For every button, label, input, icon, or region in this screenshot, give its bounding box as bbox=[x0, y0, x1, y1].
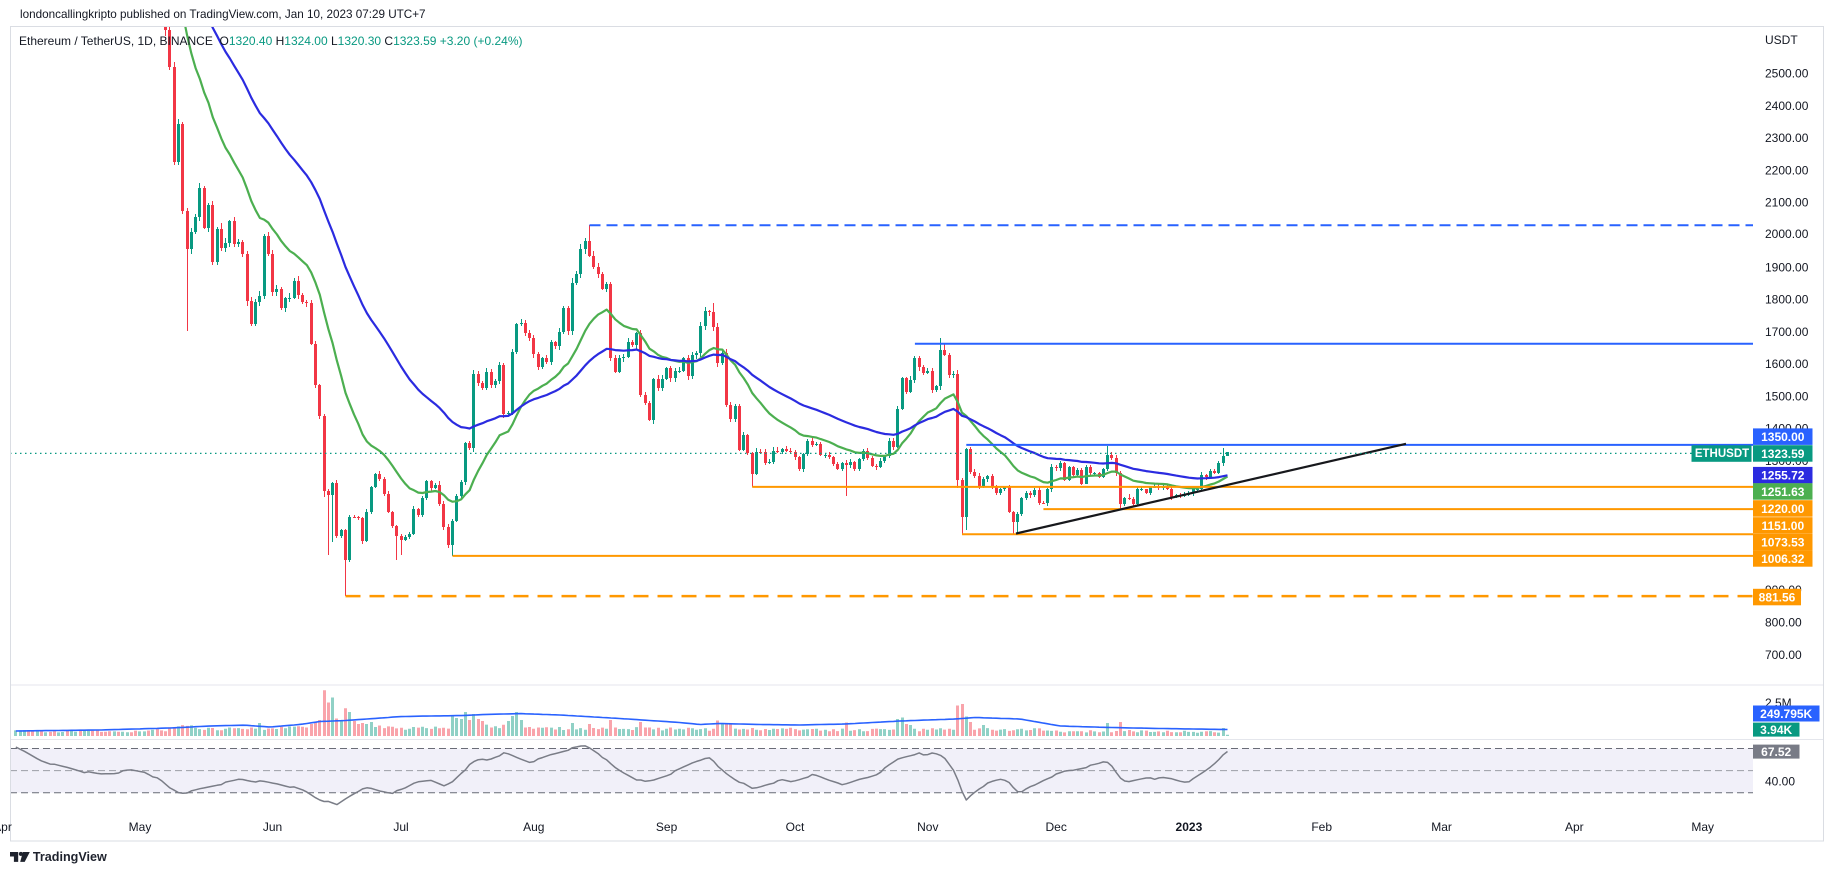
svg-text:1600.00: 1600.00 bbox=[1765, 357, 1809, 371]
svg-text:May: May bbox=[1691, 820, 1714, 834]
svg-text:1151.00: 1151.00 bbox=[1761, 519, 1804, 533]
svg-text:1700.00: 1700.00 bbox=[1765, 325, 1809, 339]
svg-text:Sep: Sep bbox=[656, 820, 678, 834]
svg-text:May: May bbox=[129, 820, 152, 834]
svg-text:700.00: 700.00 bbox=[1765, 648, 1802, 662]
svg-text:2000.00: 2000.00 bbox=[1765, 227, 1809, 241]
svg-text:Aug: Aug bbox=[523, 820, 544, 834]
svg-text:2300.00: 2300.00 bbox=[1765, 131, 1809, 145]
svg-text:2100.00: 2100.00 bbox=[1765, 196, 1809, 210]
svg-text:Feb: Feb bbox=[1311, 820, 1332, 834]
svg-text:USDT: USDT bbox=[1765, 33, 1798, 47]
svg-text:40.00: 40.00 bbox=[1765, 775, 1795, 789]
svg-text:67.52: 67.52 bbox=[1761, 745, 1791, 759]
svg-text:2200.00: 2200.00 bbox=[1765, 163, 1809, 177]
svg-text:1350.00: 1350.00 bbox=[1761, 430, 1805, 444]
svg-text:Oct: Oct bbox=[786, 820, 805, 834]
svg-text:1220.00: 1220.00 bbox=[1761, 502, 1805, 516]
svg-text:1255.72: 1255.72 bbox=[1761, 469, 1805, 483]
svg-text:2400.00: 2400.00 bbox=[1765, 99, 1809, 113]
svg-text:2023: 2023 bbox=[1176, 820, 1203, 834]
svg-text:Jul: Jul bbox=[393, 820, 408, 834]
svg-text:1500.00: 1500.00 bbox=[1765, 389, 1809, 403]
svg-text:249.795K: 249.795K bbox=[1760, 707, 1812, 721]
svg-text:Apr: Apr bbox=[0, 820, 12, 834]
svg-text:Jun: Jun bbox=[263, 820, 282, 834]
svg-text:Ethereum / TetherUS, 1D, BINAN: Ethereum / TetherUS, 1D, BINANCE O1320.4… bbox=[19, 34, 523, 48]
svg-text:800.00: 800.00 bbox=[1765, 616, 1802, 630]
svg-text:1800.00: 1800.00 bbox=[1765, 293, 1809, 307]
svg-text:2500.00: 2500.00 bbox=[1765, 67, 1809, 81]
svg-text:1251.63: 1251.63 bbox=[1761, 485, 1805, 499]
svg-text:1900.00: 1900.00 bbox=[1765, 260, 1809, 274]
svg-text:Mar: Mar bbox=[1431, 820, 1452, 834]
svg-text:Apr: Apr bbox=[1565, 820, 1584, 834]
svg-text:londoncallingkripto published: londoncallingkripto published on Trading… bbox=[20, 8, 426, 21]
svg-text:Nov: Nov bbox=[917, 820, 938, 834]
svg-text:1006.32: 1006.32 bbox=[1761, 552, 1805, 566]
svg-text:1073.53: 1073.53 bbox=[1761, 536, 1805, 550]
svg-text:ETHUSDT: ETHUSDT bbox=[1695, 448, 1749, 460]
svg-text:TradingView: TradingView bbox=[33, 850, 107, 864]
svg-text:Dec: Dec bbox=[1046, 820, 1067, 834]
svg-text:3.94K: 3.94K bbox=[1760, 723, 1792, 737]
svg-text:881.56: 881.56 bbox=[1759, 591, 1796, 605]
svg-text:1323.59: 1323.59 bbox=[1761, 447, 1805, 461]
